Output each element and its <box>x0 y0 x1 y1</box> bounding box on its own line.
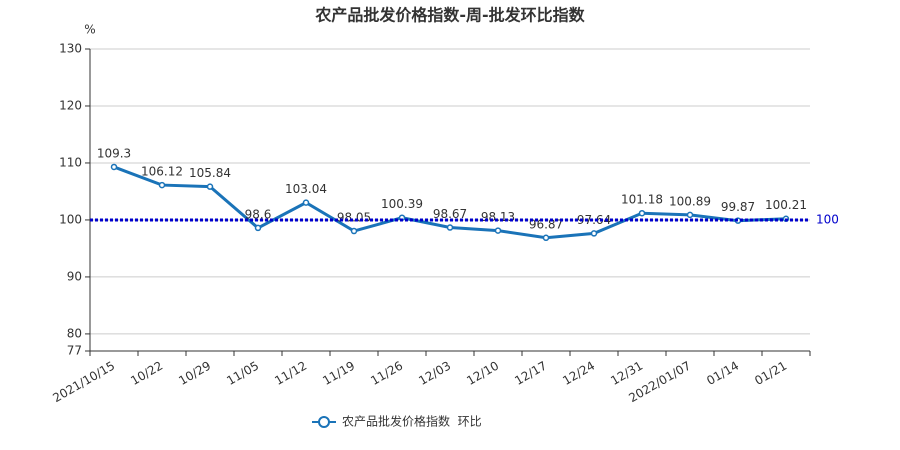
y-axis-label: % <box>84 23 95 37</box>
data-point <box>446 224 454 231</box>
data-label: 103.04 <box>285 182 327 196</box>
x-tick-label: 12/31 <box>608 359 645 388</box>
data-point <box>206 183 214 190</box>
y-tick-label: 120 <box>59 98 82 112</box>
x-tick-label: 11/05 <box>224 359 261 388</box>
x-tick-label: 11/12 <box>272 359 309 388</box>
y-tick-label: 90 <box>67 269 82 283</box>
data-label: 100.21 <box>765 198 807 212</box>
data-label: 98.05 <box>337 211 371 225</box>
data-point <box>302 199 310 206</box>
data-label: 97.64 <box>577 213 611 227</box>
x-tick-label: 12/24 <box>560 359 597 388</box>
legend-marker <box>318 416 330 428</box>
x-tick-label: 2021/10/15 <box>50 359 117 406</box>
data-label: 109.3 <box>97 146 131 160</box>
reference-label: 100 <box>816 212 839 226</box>
data-label: 105.84 <box>189 166 231 180</box>
data-point <box>110 163 118 171</box>
x-tick-label: 10/22 <box>128 359 165 388</box>
data-label: 99.87 <box>721 200 755 214</box>
data-label: 98.67 <box>433 207 467 221</box>
x-tick-label: 12/03 <box>416 359 453 388</box>
data-point <box>542 234 550 242</box>
data-point <box>350 227 358 235</box>
legend-label: 农产品批发价格指数 环比 <box>342 414 482 429</box>
y-tick-label: 80 <box>67 326 82 340</box>
x-tick-label: 01/21 <box>752 359 789 388</box>
data-point <box>686 211 694 219</box>
data-point <box>494 227 502 234</box>
data-point <box>638 209 646 217</box>
x-tick-label: 01/14 <box>704 359 741 388</box>
data-label: 98.6 <box>245 207 272 221</box>
data-label: 100.89 <box>669 194 711 208</box>
x-tick-label: 11/26 <box>368 359 405 388</box>
data-label: 106.12 <box>141 165 183 179</box>
x-tick-label: 12/17 <box>512 359 549 388</box>
data-point <box>254 224 262 232</box>
y-tick-label: 77 <box>67 344 82 358</box>
y-tick-label: 100 <box>59 212 82 226</box>
data-point <box>158 181 166 189</box>
data-label: 98.13 <box>481 210 515 224</box>
data-point <box>590 230 598 237</box>
x-tick-label: 12/10 <box>464 359 501 388</box>
y-tick-label: 130 <box>59 42 82 56</box>
chart-title: 农产品批发价格指数-周-批发环比指数 <box>314 6 585 25</box>
x-tick-label: 10/29 <box>176 359 213 388</box>
x-tick-label: 11/19 <box>320 359 357 388</box>
y-tick-label: 110 <box>59 155 82 169</box>
data-label: 101.18 <box>621 193 663 207</box>
data-label: 100.39 <box>381 197 423 211</box>
